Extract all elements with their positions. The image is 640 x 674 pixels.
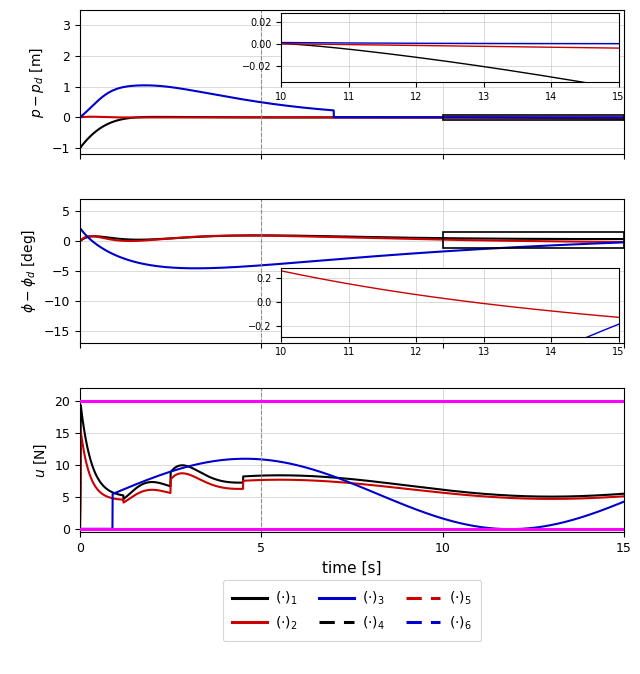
Legend: $(\cdot)_1$, $(\cdot)_2$, $(\cdot)_3$, $(\cdot)_4$, $(\cdot)_5$, $(\cdot)_6$: $(\cdot)_1$, $(\cdot)_2$, $(\cdot)_3$, $…	[223, 580, 481, 642]
Y-axis label: $p - p_d$ [m]: $p - p_d$ [m]	[28, 47, 46, 117]
Bar	[443, 233, 624, 249]
Y-axis label: $u$ [N]: $u$ [N]	[33, 443, 49, 478]
X-axis label: time [s]: time [s]	[323, 561, 381, 576]
Y-axis label: $\phi - \phi_d$ [deg]: $\phi - \phi_d$ [deg]	[20, 229, 38, 313]
Bar	[443, 115, 624, 120]
